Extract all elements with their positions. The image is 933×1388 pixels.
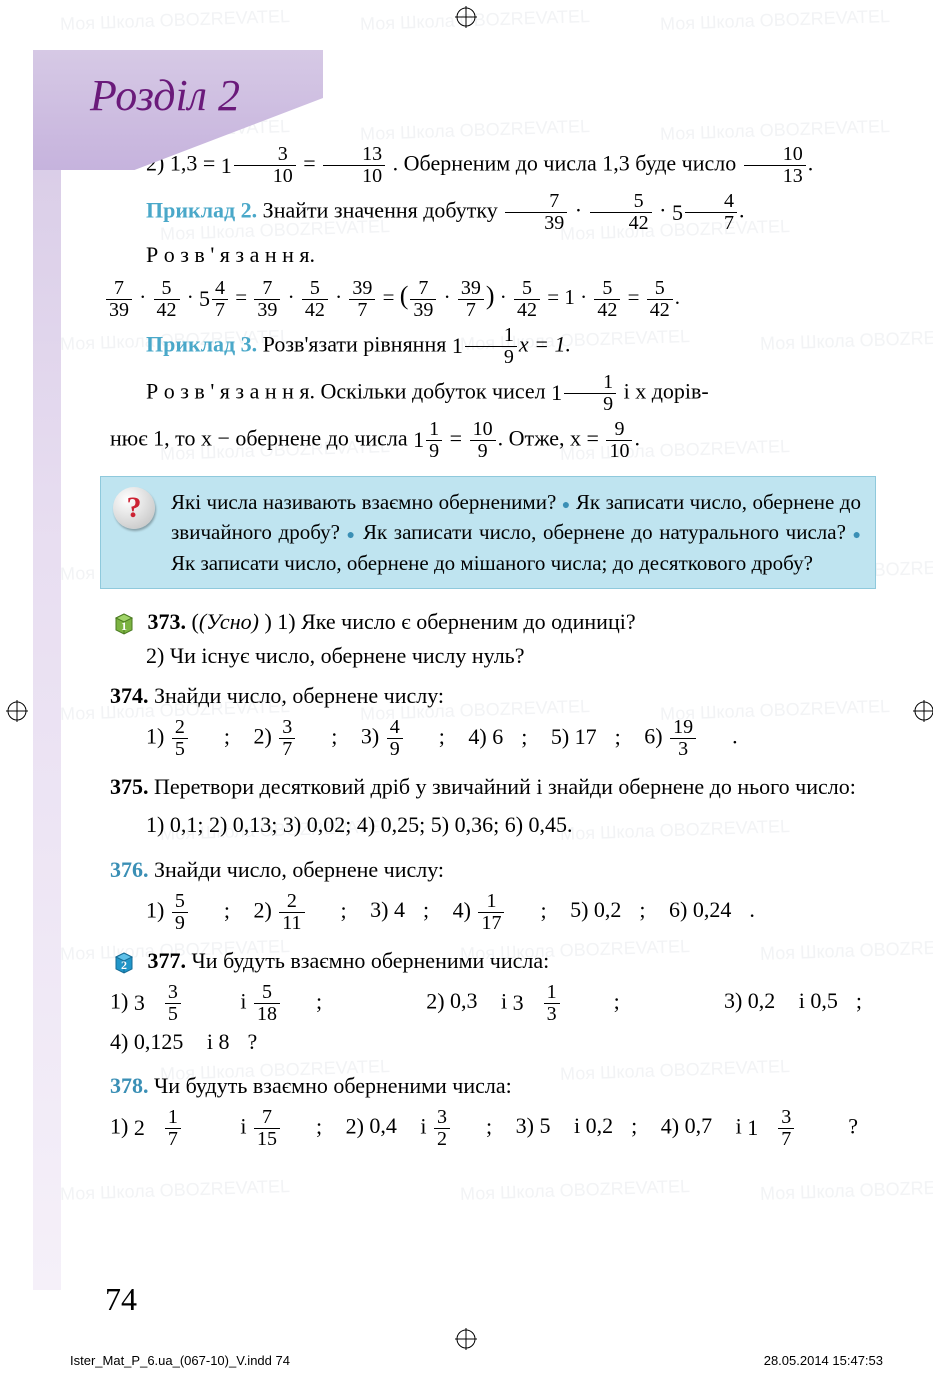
- task-377: 2 377. Чи будуть взаємно оберненими числ…: [110, 944, 880, 1059]
- solve-label-2: Р о з в ' я з а н н я.: [110, 238, 880, 272]
- cube-icon-1: 1: [110, 608, 138, 636]
- example-3: Приклад 3. Розв'язати рівняння 119x = 1.: [110, 325, 880, 368]
- svg-text:1: 1: [121, 619, 127, 633]
- task-378: 378. Чи будуть взаємно оберненими числа:…: [110, 1069, 880, 1150]
- svg-text:2: 2: [121, 958, 127, 972]
- solution-2: 739 · 542 · 547 = 739 · 542 · 397 = (739…: [104, 276, 880, 321]
- solution-3a: Р о з в ' я з а н н я. Оскільки добуток …: [110, 372, 880, 415]
- registration-mark-left: [6, 700, 22, 716]
- task-374: 374. Знайди число, обернене числу: 1) 25…: [110, 679, 880, 760]
- registration-mark-top: [455, 6, 477, 34]
- left-margin-band: [33, 50, 61, 1290]
- print-footer: Ister_Mat_P_6.ua_(067-10)_V.indd 74 28.0…: [70, 1353, 883, 1368]
- section-title: Розділ 2: [90, 70, 240, 121]
- registration-mark-right: [913, 700, 929, 716]
- solution-3b: нює 1, то x − обернене до числа 119 = 10…: [110, 419, 880, 462]
- footer-file: Ister_Mat_P_6.ua_(067-10)_V.indd 74: [70, 1353, 290, 1368]
- question-icon: ?: [113, 487, 155, 529]
- registration-mark-bottom: [455, 1328, 477, 1356]
- question-box: ? Які числа називають взаємно оберненими…: [100, 476, 876, 589]
- task-373: 1 373. ((Усно) ) 1) Яке число є обернени…: [110, 605, 880, 673]
- footer-date: 28.05.2014 15:47:53: [764, 1353, 883, 1368]
- line-2: 2) 1,3 = 1310 = 1310 . Оберненим до числ…: [110, 144, 880, 187]
- question-text: Які числа називають взаємно оберненими? …: [171, 490, 861, 575]
- page-content: 2) 1,3 = 1310 = 1310 . Оберненим до числ…: [110, 140, 880, 1160]
- cube-icon-2: 2: [110, 947, 138, 975]
- example-2: Приклад 2. Знайти значення добутку 739 ·…: [110, 191, 880, 234]
- task-375: 375. Перетвори десятковий дріб у звичайн…: [110, 770, 880, 842]
- task-376: 376. Знайди число, обернене числу: 1) 59…: [110, 853, 880, 934]
- page-number: 74: [105, 1281, 137, 1318]
